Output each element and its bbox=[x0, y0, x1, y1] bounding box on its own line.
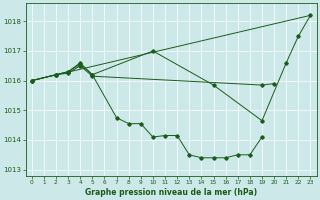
X-axis label: Graphe pression niveau de la mer (hPa): Graphe pression niveau de la mer (hPa) bbox=[85, 188, 257, 197]
